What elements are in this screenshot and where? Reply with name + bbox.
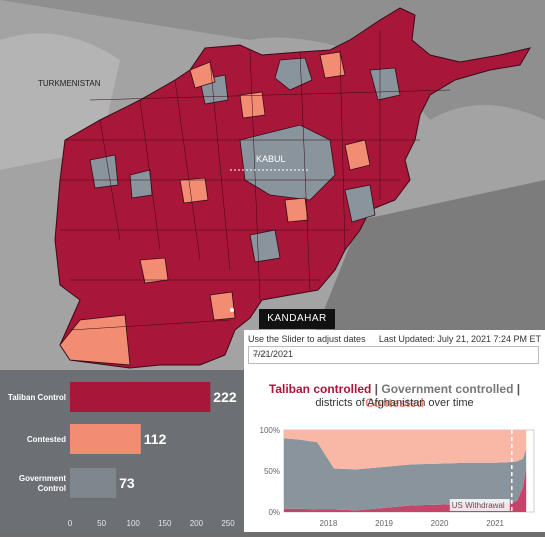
trend-chart-subtitle: districts of Afghanistan over time	[315, 397, 474, 409]
area-series-1	[284, 438, 527, 511]
bar-1	[70, 424, 141, 454]
contested-district-south-b	[139, 257, 169, 284]
bar-x-tick-5: 250	[221, 519, 235, 528]
bar-x-tick-4: 200	[190, 519, 204, 528]
bar-x-tick-2: 100	[127, 519, 141, 528]
bar-value-label-1: 112	[144, 431, 167, 447]
y-tick-0: 100%	[260, 426, 280, 435]
y-tick-2: 0%	[268, 508, 280, 517]
bar-value-label-2: 73	[119, 475, 135, 491]
control-bar-chart: Taliban Control 222 Contested 112 Government…	[8, 382, 237, 528]
bar-value-label-0: 222	[213, 389, 237, 405]
gov-district-east	[344, 184, 376, 223]
bar-0	[70, 382, 211, 412]
title-taliban: Taliban controlled	[268, 382, 372, 396]
gov-district-central	[239, 124, 336, 201]
y-tick-1: 50%	[264, 467, 280, 476]
x-tick-3: 2021	[486, 519, 504, 528]
title-government: Government controlled	[381, 382, 514, 396]
slider-hint: Use the Slider to adjust dates	[248, 334, 366, 344]
contested-district-south-a	[209, 291, 236, 321]
district-borders	[60, 30, 451, 331]
slider-handle-icon[interactable]: —○	[253, 349, 268, 359]
last-updated-text: Last Updated: July 21, 2021 7:24 PM ET	[378, 334, 541, 344]
date-slider-panel: Use the Slider to adjust dates Last Upda…	[244, 330, 545, 370]
contested-district-northwest	[189, 61, 216, 89]
contested-districts	[59, 51, 371, 366]
bar-2	[70, 468, 117, 498]
gov-district-north	[274, 57, 313, 91]
gov-district-south	[249, 229, 281, 263]
kandahar-marker	[230, 308, 234, 312]
afghanistan-district-map: TURKMENISTAN KABUL	[0, 0, 545, 370]
bar-x-tick-0: 0	[68, 519, 73, 528]
gov-district-west	[89, 154, 119, 189]
government-districts	[89, 57, 401, 263]
title-separator-1: |	[371, 382, 382, 396]
trend-chart-title: Taliban controlled | Government controll…	[244, 382, 545, 410]
trend-area-chart: US Withdrawal 100% 50% 0% 2018 2019 2020 2021	[260, 426, 535, 528]
title-contested: Contested	[365, 396, 424, 410]
title-separator-2: |	[513, 382, 521, 396]
kandahar-label: KANDAHAR	[259, 309, 335, 329]
contested-district-east-a	[344, 139, 371, 171]
trend-chart-panel: Taliban controlled | Government controll…	[244, 370, 545, 532]
x-tick-0: 2018	[320, 519, 338, 528]
area-series-2	[284, 430, 527, 470]
contested-district-west-a	[179, 177, 209, 204]
x-tick-1: 2019	[375, 519, 393, 528]
contested-district-north-b	[319, 51, 346, 79]
contested-district-north-a	[239, 91, 266, 119]
bar-category-label-0: Taliban Control	[8, 393, 66, 402]
x-tick-2: 2020	[431, 519, 449, 528]
kabul-label: KABUL	[256, 154, 286, 164]
date-value: 7/21/2021	[253, 349, 294, 359]
bar-x-tick-3: 150	[158, 519, 172, 528]
bar-x-tick-1: 50	[97, 519, 106, 528]
bar-category-label-1: Contested	[27, 435, 66, 444]
date-slider[interactable]: 7/21/2021 —○	[248, 346, 539, 364]
turkmenistan-label: TURKMENISTAN	[38, 79, 101, 88]
bar-category-label-2: Government Control	[19, 474, 66, 493]
gov-district-herat	[129, 169, 153, 199]
bar-chart-panel: Taliban Control 222 Contested 112 Government…	[0, 370, 244, 532]
withdrawal-label-bg	[449, 499, 510, 511]
contested-district-center-a	[284, 197, 309, 223]
withdrawal-label: US Withdrawal	[452, 501, 505, 510]
